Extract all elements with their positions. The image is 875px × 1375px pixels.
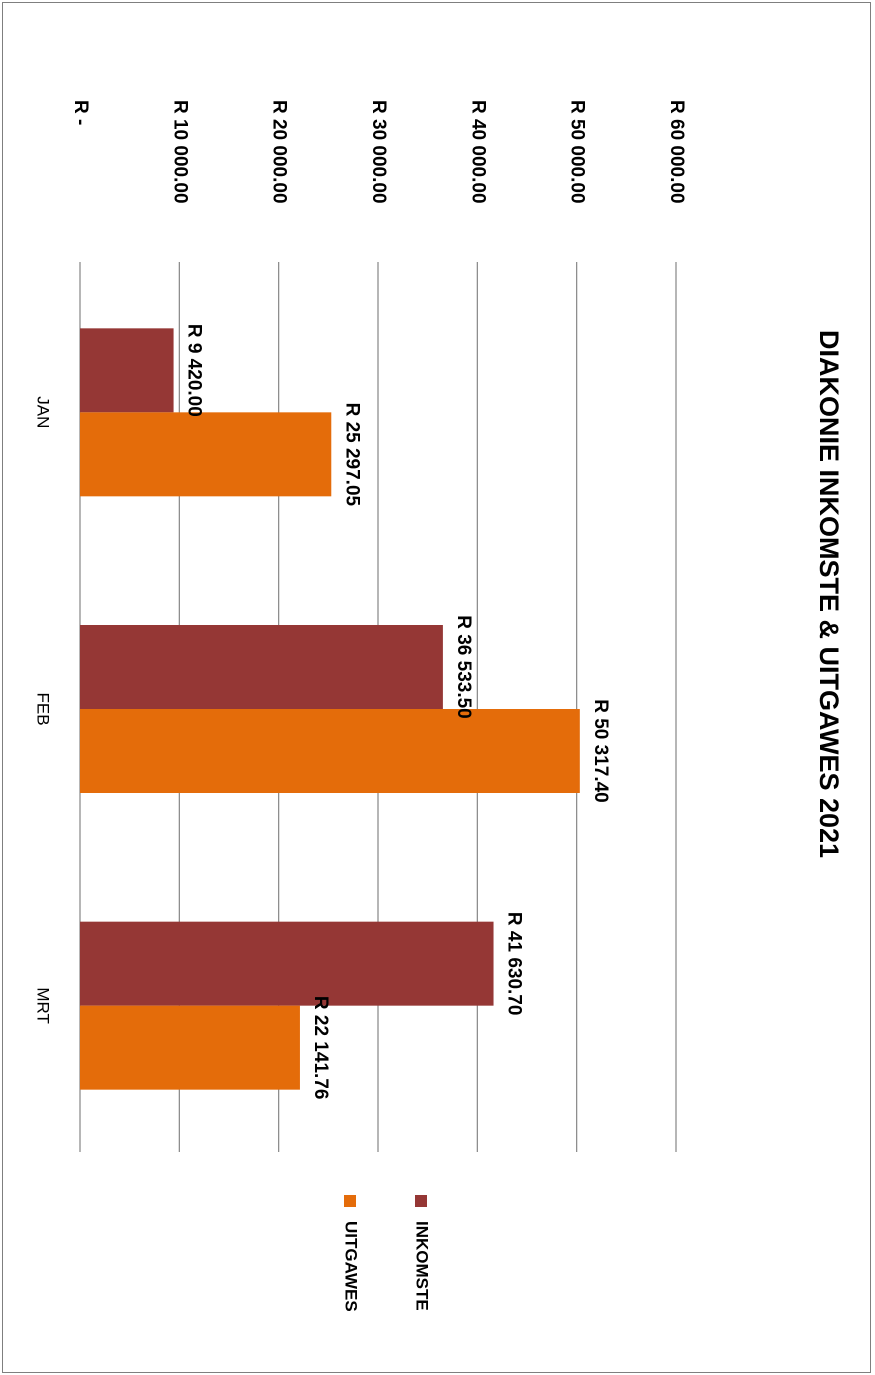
- category-label: JAN: [34, 396, 53, 428]
- data-label: R 36 533.50: [453, 615, 474, 719]
- legend-label-inkomste: INKOMSTE: [413, 1221, 432, 1311]
- value-tick-label: R 50 000.00: [567, 100, 588, 204]
- legend-swatch-inkomste: [415, 1195, 427, 1207]
- value-tick-label: R 40 000.00: [467, 100, 488, 204]
- labels-layer: R - R 10 000.00 R 20 000.00 R 30 000.00 R 40…: [34, 100, 844, 1099]
- value-tick-label: R 30 000.00: [368, 100, 389, 204]
- data-label: R 25 297.05: [341, 403, 362, 507]
- chart-title: DIAKONIE INKOMSTE & UITGAWES 2021: [814, 330, 844, 858]
- value-tick-label: R -: [70, 100, 91, 125]
- legend: INKOMSTE UITGAWES: [342, 1195, 432, 1312]
- data-label: R 9 420.00: [184, 324, 205, 417]
- bar-uitgawes-feb: [80, 709, 580, 793]
- bars-layer: [80, 328, 580, 1090]
- legend-label-uitgawes: UITGAWES: [342, 1221, 361, 1312]
- category-label: MRT: [34, 987, 53, 1024]
- value-tick-label: R 60 000.00: [666, 100, 687, 204]
- value-tick-label: R 10 000.00: [169, 100, 190, 204]
- legend-swatch-uitgawes: [344, 1195, 356, 1207]
- category-label: FEB: [34, 692, 53, 725]
- value-tick-label: R 20 000.00: [269, 100, 290, 204]
- bar-uitgawes-mrt: [80, 1005, 300, 1090]
- bar-inkomste-jan: [80, 328, 174, 413]
- data-label: R 22 141.76: [310, 996, 331, 1100]
- data-label: R 50 317.40: [590, 699, 611, 803]
- bar-uitgawes-jan: [80, 412, 332, 497]
- data-label: R 41 630.70: [504, 912, 525, 1016]
- bar-inkomste-mrt: [80, 921, 494, 1006]
- bar-inkomste-feb: [80, 625, 443, 709]
